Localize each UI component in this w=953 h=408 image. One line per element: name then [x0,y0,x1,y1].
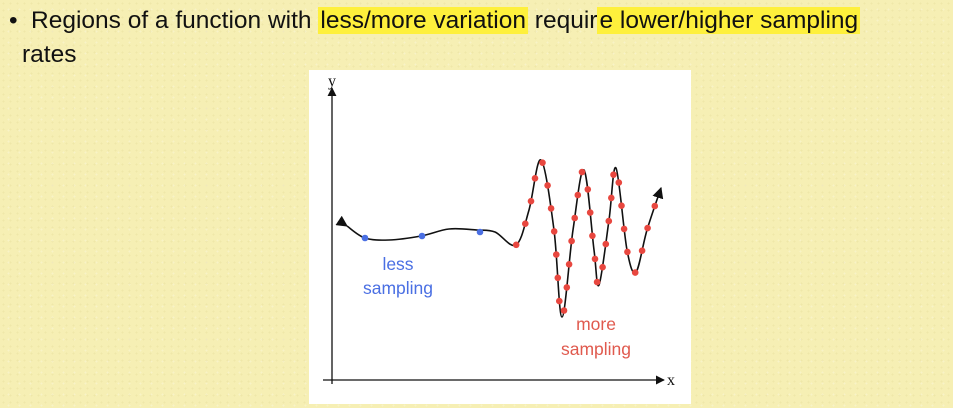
more-sample-point [563,284,571,291]
more-sample-point [565,261,573,268]
slide-bullet-text: • Regions of a function with less/more va… [9,4,944,72]
more-sample-point [615,179,623,186]
less-sample-point [418,232,426,240]
more-sample-point [624,248,631,256]
sampling-diagram: y x less sampling more sampling [323,73,675,389]
highlight-less-more-variation: less/more variation [318,7,528,34]
more-sample-point [593,278,601,286]
more-sample-point [589,232,596,240]
more-sample-point [586,209,594,216]
more-sample-point [512,241,520,249]
less-sampling-label-line2: sampling [363,278,433,298]
less-sample-points [361,228,484,242]
more-sample-point [527,197,535,205]
less-sampling-label-line1: less [382,254,413,274]
more-sample-point [599,263,606,271]
more-sample-point [560,307,568,314]
more-sample-point [605,217,613,225]
more-sample-point [610,171,617,178]
bullet-line-2: rates [22,41,77,68]
bullet-icon: • [9,7,18,34]
more-sample-point [571,214,578,222]
less-sample-point [476,228,484,236]
x-axis-label: x [667,372,675,389]
function-curve [335,159,664,318]
more-sample-point [578,168,586,176]
bullet-line-1: • Regions of a function with less/more va… [9,4,944,38]
more-sample-point [531,175,539,182]
sampling-figure: y x less sampling more sampling [309,70,691,404]
more-sample-points [512,159,659,314]
y-axis-label: y [328,73,336,90]
more-sample-point [556,297,563,305]
more-sample-point [553,251,560,258]
more-sample-point [591,255,599,263]
more-sample-point [638,247,646,254]
more-sample-point [554,274,562,282]
highlight-lower-higher-sampling: e lower/higher sampling [597,7,861,34]
more-sample-point [574,191,582,199]
more-sample-point [644,224,651,232]
more-sample-point [522,220,529,227]
more-sample-point [651,202,659,210]
text-part-1: Regions of a function with [31,7,319,34]
more-sample-point [631,269,639,276]
more-sample-point [602,240,610,248]
less-sample-point [361,234,369,242]
more-sampling-label-line2: sampling [561,339,631,359]
more-sample-point [547,205,555,212]
text-part-2: requir [527,7,598,34]
more-sample-point [608,194,615,202]
more-sample-point [568,237,575,245]
more-sample-point [618,202,625,209]
more-sample-point [539,159,546,166]
more-sample-point [584,186,592,193]
more-sampling-label-line1: more [576,314,616,334]
more-sample-point [550,228,558,235]
more-sample-point [620,225,628,233]
more-sample-point [544,182,551,189]
